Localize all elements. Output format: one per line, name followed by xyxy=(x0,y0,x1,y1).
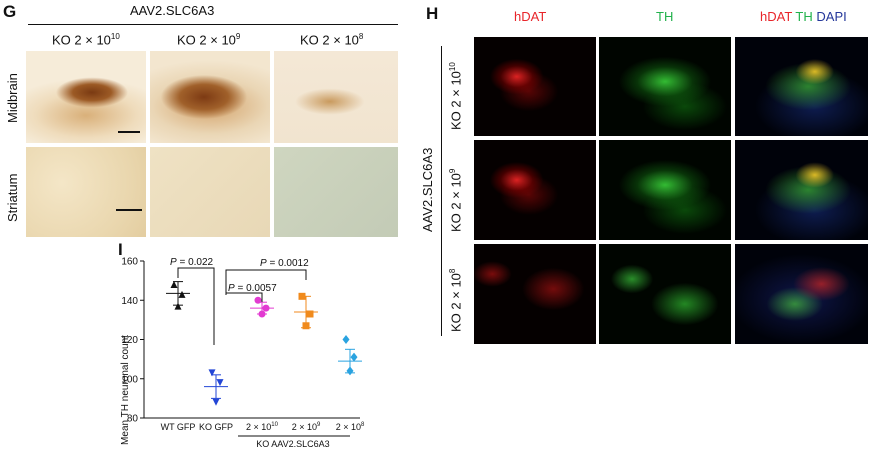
bracket-ko-vs-1e9 xyxy=(225,269,307,295)
y-tick-label: 120 xyxy=(121,335,138,346)
y-tick-label: 140 xyxy=(121,296,138,307)
panel-h-row-label: KO 2 × 108 xyxy=(448,268,464,332)
midbrain-image-mid-dose xyxy=(150,51,270,143)
y-tick-label: 160 xyxy=(121,257,138,268)
bracket-wt-vs-ko xyxy=(177,267,215,345)
scale-bar xyxy=(116,209,142,211)
y-tick-label: 80 xyxy=(127,414,139,425)
data-point xyxy=(350,352,358,362)
data-point xyxy=(174,302,182,310)
y-ticks: 80 100 120 140 160 xyxy=(121,257,144,425)
data-marks xyxy=(166,281,362,406)
fluorescence-hdat-row2 xyxy=(474,140,596,240)
panel-h-letter: H xyxy=(426,4,439,23)
channel-label-merge: hDAT TH DAPI xyxy=(760,9,847,24)
significance-brackets xyxy=(177,267,307,345)
panel-h-row-label: KO 2 × 1010 xyxy=(448,62,464,130)
stat-p-00012: P = 0.0012 xyxy=(260,258,309,269)
fluorescence-merge-row3 xyxy=(735,244,868,344)
fluorescence-th-row3 xyxy=(599,244,731,344)
data-point xyxy=(170,281,178,289)
panel-g-letter: G xyxy=(3,2,17,21)
midbrain-image-high-dose xyxy=(26,51,146,143)
fluorescence-merge-row1 xyxy=(735,37,868,136)
striatum-image-mid-dose xyxy=(150,147,270,237)
x-group-label: KO AAV2.SLC6A3 xyxy=(256,439,329,449)
panel-h-row-label: KO 2 × 109 xyxy=(448,168,464,232)
merge-hdat: hDAT xyxy=(760,9,793,24)
stat-p-0022: P = 0.022 xyxy=(170,257,214,268)
panel-g-group-title: AAV2.SLC6A3 xyxy=(130,3,215,18)
channel-label-hdat: hDAT xyxy=(514,9,547,24)
panel-g-col-label: KO 2 × 108 xyxy=(300,32,364,48)
merge-th: TH xyxy=(795,9,813,24)
x-category-label: 2 × 108 xyxy=(336,422,365,432)
panel-i-letter: I xyxy=(118,240,123,259)
y-tick-label: 100 xyxy=(121,374,138,385)
x-labels: WT GFP KO GFP 2 × 1010 2 × 109 2 × 108 xyxy=(161,422,365,432)
panel-h-group-label: AAV2.SLC6A3 xyxy=(420,147,435,232)
panel-g-row-label-midbrain: Midbrain xyxy=(5,73,20,123)
panel-h-group-rule xyxy=(441,46,442,336)
striatum-image-low-dose xyxy=(274,147,398,237)
y-axis-label: Mean TH neuronal count xyxy=(120,335,131,445)
data-point xyxy=(212,398,220,406)
data-point xyxy=(306,310,314,318)
striatum-image-high-dose xyxy=(26,147,146,237)
stat-p-00057: P = 0.0057 xyxy=(228,283,277,294)
fluorescence-merge-row2 xyxy=(735,140,868,240)
merge-dapi: DAPI xyxy=(816,9,847,24)
x-category-label: KO GFP xyxy=(199,422,233,432)
panel-g-row-label-striatum: Striatum xyxy=(5,173,20,222)
data-point xyxy=(178,290,186,298)
panel-g-col-label: KO 2 × 109 xyxy=(177,32,241,48)
fluorescence-hdat-row3 xyxy=(474,244,596,344)
data-point xyxy=(342,335,350,344)
x-category-label: 2 × 1010 xyxy=(246,422,279,432)
x-category-label: WT GFP xyxy=(161,422,196,432)
panel-g-group-rule xyxy=(28,24,398,25)
channel-label-th: TH xyxy=(656,9,674,24)
data-point xyxy=(208,369,216,377)
scale-bar xyxy=(118,131,140,133)
fluorescence-th-row1 xyxy=(599,37,731,136)
fluorescence-hdat-row1 xyxy=(474,37,596,136)
midbrain-image-low-dose xyxy=(274,51,398,143)
fluorescence-th-row2 xyxy=(599,140,731,240)
data-point xyxy=(216,379,224,387)
panel-g-col-label: KO 2 × 1010 xyxy=(52,32,120,48)
chart-th-neuronal-count: Mean TH neuronal count 80 100 120 140 160 WT… xyxy=(120,257,365,449)
x-category-label: 2 × 109 xyxy=(292,422,321,432)
